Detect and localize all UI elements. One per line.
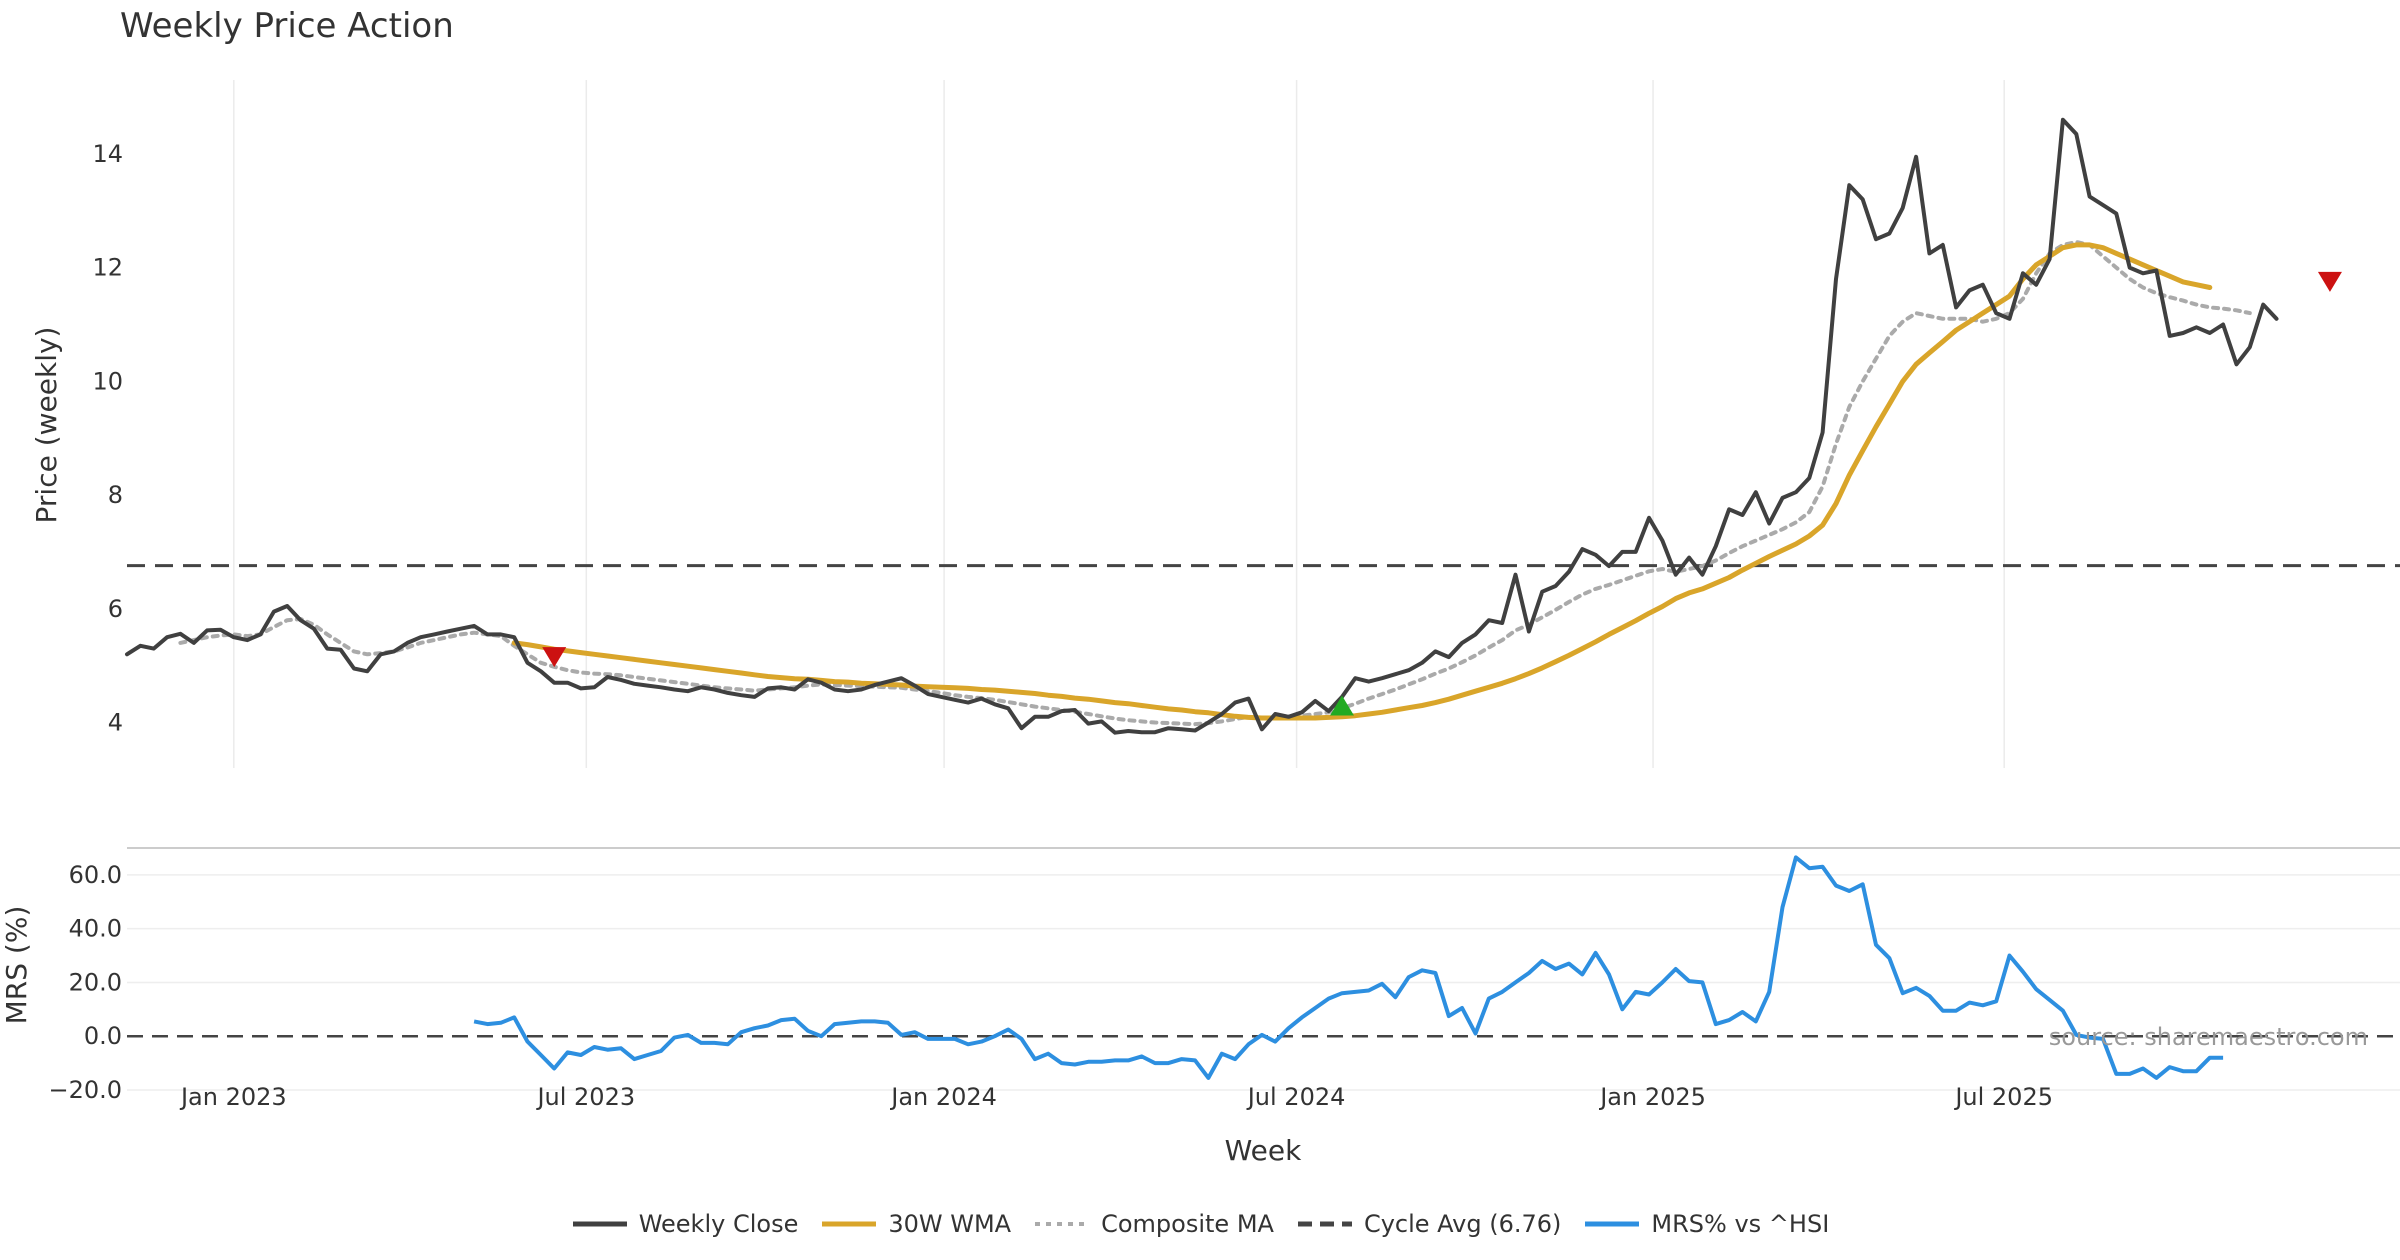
mrs-y-ticks: 60.0 40.0 20.0 0.0 −20.0 [48,861,122,1104]
legend-swatch [1297,1221,1352,1227]
legend-item-30w-wma: 30W WMA [820,1210,1011,1238]
x-tick-label: Jan 2023 [179,1083,287,1111]
x-tick-label: Jan 2024 [889,1083,997,1111]
x-ticks: Jan 2023 Jul 2023 Jan 2024 Jul 2024 Jan 2025… [179,1083,2053,1111]
legend-swatch [1585,1221,1640,1227]
mrs-grid-lines [127,874,2400,1091]
weekly-close-line [125,117,2279,735]
30w-wma-line [511,242,2213,721]
legend-swatch [1035,1222,1090,1226]
source-note: source: sharemaestro.com [2049,1023,2368,1051]
legend-label: 30W WMA [888,1210,1012,1238]
x-tick-label: Jan 2025 [1598,1083,1706,1111]
chart-title: Weekly Price Action [120,6,454,46]
price-y-ticks: 4 6 8 10 12 14 [92,140,123,737]
price-y-tick-label: 12 [92,254,123,282]
composite-ma-line [178,240,2252,727]
mrs-vs-hsi-line [473,855,2224,1080]
price-y-tick-label: 6 [108,595,123,623]
price-y-tick-label: 8 [108,481,123,509]
legend: Weekly Close 30W WMA Composite MA Cycle Avg… [0,1210,2400,1238]
legend-swatch [572,1221,627,1227]
signal-markers [542,271,2342,716]
mrs-y-axis-label: MRS (%) [0,906,33,1025]
x-axis-label: Week [1225,1134,1302,1167]
price-y-tick-label: 4 [108,709,123,737]
mrs-y-tick-label: −20.0 [48,1076,122,1104]
legend-item-composite-ma: Composite MA [1033,1210,1274,1238]
legend-label: Cycle Avg (6.76) [1363,1210,1562,1238]
price-y-tick-label: 10 [92,367,123,395]
legend-label: MRS% vs ^HSI [1651,1210,1830,1238]
legend-item-cycle-avg-6-76: Cycle Avg (6.76) [1296,1210,1561,1238]
legend-label: Composite MA [1101,1210,1274,1238]
buy-signal-marker [1329,695,1354,716]
price-y-axis-label: Price (weekly) [30,327,63,524]
mrs-series-group [473,855,2224,1080]
legend-swatch [822,1221,877,1227]
x-tick-label: Jul 2023 [535,1083,635,1111]
x-tick-label: Jul 2024 [1246,1083,1346,1111]
legend-label: Weekly Close [638,1210,799,1238]
sell-signal-marker [2317,271,2342,292]
mrs-y-tick-label: 60.0 [69,861,122,889]
sell-signal-marker [542,647,567,668]
price-y-tick-label: 14 [92,140,123,168]
mrs-y-tick-label: 40.0 [69,915,122,943]
x-tick-label: Jul 2025 [1953,1083,2053,1111]
legend-item-mrs-vs-hsi: MRS% vs ^HSI [1583,1210,1829,1238]
grid-lines [233,80,2005,768]
legend-item-weekly-close: Weekly Close [571,1210,799,1238]
price-series-group [125,117,2279,735]
mrs-y-tick-label: 0.0 [84,1022,122,1050]
mrs-y-tick-label: 20.0 [69,968,122,996]
